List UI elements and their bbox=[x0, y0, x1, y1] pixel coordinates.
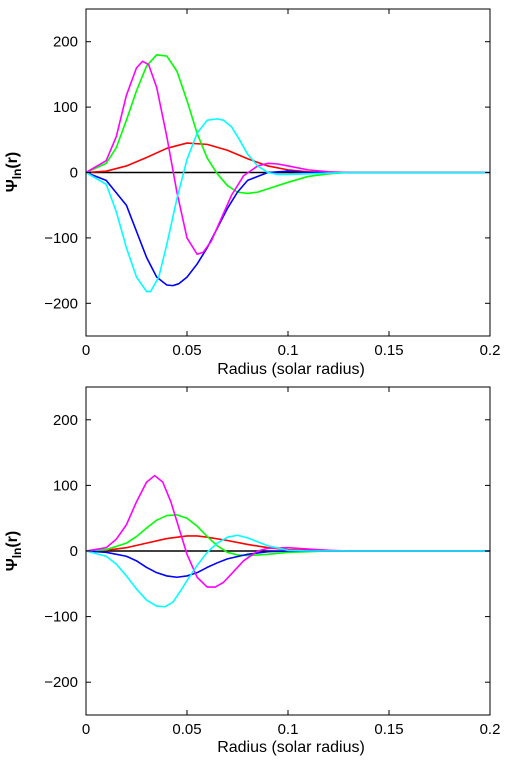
series-line-4 bbox=[85, 170, 490, 287]
x-tick-label: 0.05 bbox=[172, 721, 201, 738]
y-axis-label: Ψln(r) bbox=[4, 152, 24, 193]
y-tick-label: 100 bbox=[53, 99, 78, 116]
chart-panel-1: 0 0.05 0.1 0.15 0.2 −200 −100 0 100 200 Radius (so… bbox=[4, 8, 501, 378]
x-tick-label: 0.2 bbox=[480, 721, 501, 738]
y-tick-label: 100 bbox=[53, 477, 78, 494]
x-axis-label: Radius (solar radius) bbox=[217, 361, 365, 378]
y-tick-label: −100 bbox=[44, 230, 78, 247]
chart-panel-2: 0 0.05 0.1 0.15 0.2 −200 −100 0 100 200 Radius (so… bbox=[4, 386, 501, 756]
y-tick-label: −200 bbox=[44, 674, 78, 691]
x-tick-label: 0.05 bbox=[172, 342, 201, 359]
y-tick-label: 200 bbox=[53, 34, 78, 51]
x-tick-label: 0.1 bbox=[278, 342, 299, 359]
x-tick-label: 0 bbox=[82, 342, 90, 359]
x-tick-label: 0.15 bbox=[374, 342, 403, 359]
x-tick-label: 0.15 bbox=[374, 721, 403, 738]
series-line-6 bbox=[85, 118, 490, 293]
series-line-3 bbox=[85, 53, 490, 195]
series-line-6 bbox=[85, 534, 490, 608]
x-tick-label: 0 bbox=[82, 721, 90, 738]
x-tick-label: 0.2 bbox=[480, 342, 501, 359]
series-line-5 bbox=[85, 60, 490, 256]
x-tick-label: 0.1 bbox=[278, 721, 299, 738]
y-tick-label: 200 bbox=[53, 412, 78, 429]
y-axis-label: Ψln(r) bbox=[4, 531, 24, 572]
y-tick-label: −100 bbox=[44, 609, 78, 626]
series-line-2 bbox=[85, 142, 490, 174]
series-line-4 bbox=[85, 550, 490, 579]
x-axis-label: Radius (solar radius) bbox=[217, 739, 365, 756]
y-tick-label: 0 bbox=[70, 165, 78, 182]
series-line-2 bbox=[85, 535, 490, 552]
series-line-3 bbox=[85, 514, 490, 557]
series-line-5 bbox=[85, 474, 490, 588]
y-tick-label: −200 bbox=[44, 295, 78, 312]
y-tick-label: 0 bbox=[70, 543, 78, 560]
